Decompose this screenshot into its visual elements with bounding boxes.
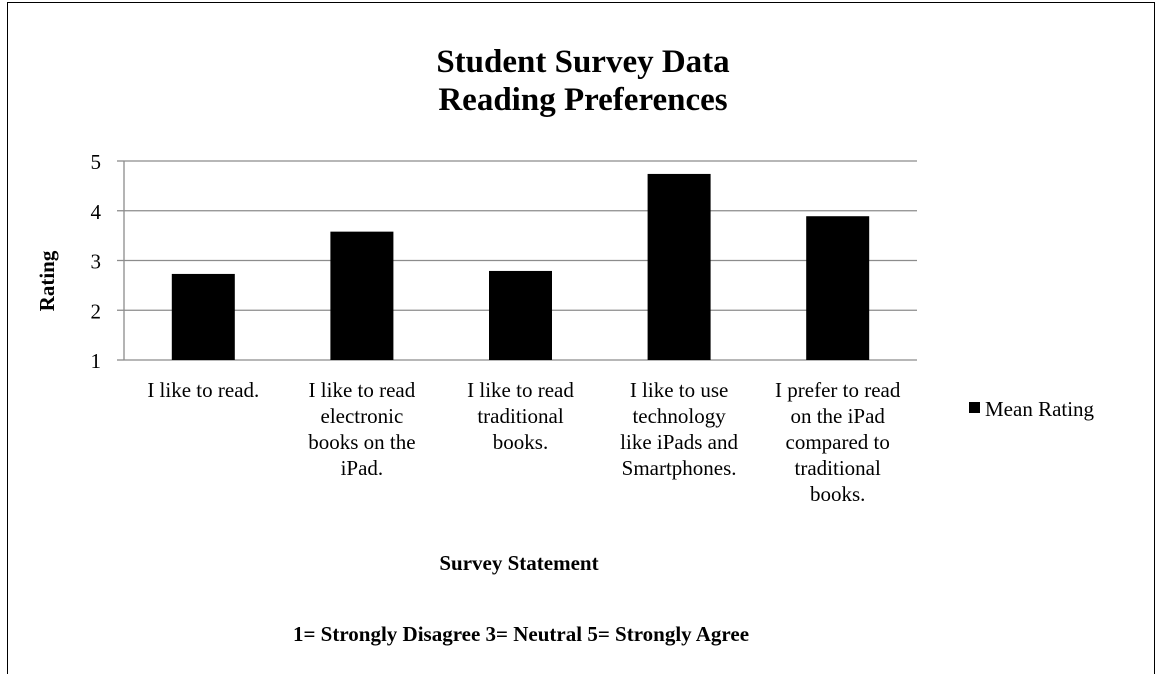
legend-swatch: [969, 402, 980, 413]
bar: [171, 273, 235, 360]
category-label: I prefer to read on the iPad compared to tr…: [775, 378, 901, 506]
bar: [806, 216, 870, 360]
scale-footnote: 1= Strongly Disagree 3= Neutral 5= Stron…: [293, 622, 749, 646]
y-tick-label: 1: [91, 349, 102, 373]
y-tick-label: 3: [91, 250, 102, 274]
y-axis-label: Rating: [35, 250, 59, 311]
legend-label: Mean Rating: [985, 397, 1095, 421]
title-line-1: Student Survey Data: [436, 44, 729, 80]
bar: [647, 173, 711, 360]
y-tick-label: 4: [91, 200, 102, 224]
bar: [489, 270, 552, 360]
title-line-2: Reading Preferences: [438, 82, 727, 118]
chart-frame: [7, 2, 1155, 674]
y-tick-label: 5: [91, 150, 102, 174]
category-label: I like to read traditional books.: [467, 378, 574, 454]
bars: [171, 173, 870, 360]
y-tick-label: 2: [91, 299, 102, 323]
category-label: I like to read electronic books on the iPad…: [308, 378, 416, 480]
y-tick-labels: 1 2 3 4 5: [91, 150, 102, 373]
x-axis-label: Survey Statement: [439, 551, 598, 575]
category-label: I like to use technology like iPads and Sma…: [620, 378, 738, 480]
x-tick-labels: I like to read. I like to read electronic b…: [147, 378, 901, 506]
category-label: I like to read.: [147, 378, 259, 402]
legend: Mean Rating: [969, 397, 1095, 421]
bar: [330, 231, 394, 360]
